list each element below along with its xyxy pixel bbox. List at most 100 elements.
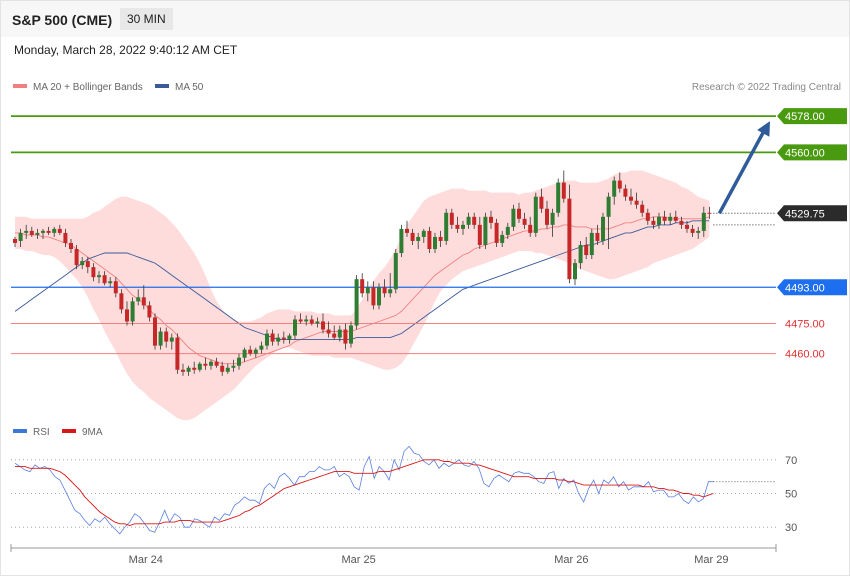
candle-82 — [472, 212, 477, 229]
candle-22 — [136, 289, 141, 306]
candle-body-43 — [253, 349, 258, 354]
candle-body-76 — [438, 236, 443, 241]
candle-body-30 — [181, 369, 185, 372]
candle-body-41 — [242, 349, 247, 358]
candle-body-4 — [35, 232, 40, 235]
candle-96 — [550, 208, 555, 237]
candle-20 — [125, 301, 129, 326]
candle-45 — [265, 329, 269, 350]
candle-body-24 — [147, 305, 152, 318]
candle-112 — [640, 200, 645, 217]
candle-body-109 — [623, 188, 628, 197]
candle-58 — [337, 325, 342, 342]
target-arrow-shaft — [717, 128, 767, 215]
x-tick-label-1: Mar 25 — [341, 554, 375, 566]
ma50-legend-swatch — [155, 84, 169, 88]
candle-body-75 — [433, 236, 437, 250]
candle-39 — [231, 359, 236, 372]
candle-66 — [382, 279, 387, 298]
candles — [13, 170, 712, 376]
candle-110 — [629, 188, 633, 205]
candle-body-37 — [220, 365, 225, 372]
candle-body-36 — [214, 361, 219, 366]
candle-38 — [225, 363, 230, 374]
candle-14 — [91, 263, 96, 282]
candle-102 — [584, 236, 589, 260]
candle-18 — [113, 277, 118, 298]
candle-body-122 — [696, 230, 701, 233]
candle-5 — [41, 228, 45, 239]
candle-body-8 — [57, 228, 62, 233]
candle-16 — [102, 271, 107, 286]
candle-108 — [617, 172, 622, 193]
candle-body-110 — [629, 196, 633, 201]
target-arrow-head — [757, 121, 770, 137]
candle-36 — [214, 357, 219, 368]
candle-25 — [153, 313, 157, 350]
candle-body-65 — [377, 287, 381, 306]
candle-body-94 — [539, 196, 544, 209]
candle-27 — [164, 327, 169, 348]
candle-body-78 — [449, 212, 454, 225]
candle-body-90 — [517, 208, 521, 219]
candle-115 — [657, 212, 661, 229]
candle-48 — [281, 331, 286, 344]
rsi-pane: 70 50 30 — [11, 445, 797, 535]
rsi-legend-swatch — [13, 429, 27, 433]
candle-body-21 — [130, 301, 135, 322]
candle-body-22 — [136, 297, 141, 302]
candle-body-123 — [701, 212, 706, 231]
candle-body-25 — [153, 317, 157, 346]
candle-68 — [393, 249, 398, 294]
candle-114 — [651, 216, 656, 229]
candle-31 — [186, 365, 191, 376]
candle-body-99 — [567, 198, 572, 280]
candle-body-116 — [662, 216, 667, 221]
candle-body-46 — [270, 333, 275, 342]
candle-body-53 — [309, 319, 314, 324]
candle-37 — [220, 361, 225, 376]
timeframe-badge[interactable]: 30 MIN — [120, 8, 173, 30]
candle-97 — [556, 178, 561, 217]
candle-3 — [29, 226, 34, 237]
candle-75 — [433, 232, 437, 254]
candle-89 — [511, 204, 516, 231]
ma9-legend-label: 9MA — [82, 427, 103, 438]
candle-body-101 — [578, 244, 583, 264]
candle-71 — [410, 228, 415, 245]
candle-8 — [57, 224, 62, 235]
candle-body-47 — [276, 337, 281, 342]
candle-44 — [259, 341, 264, 354]
candle-body-34 — [203, 363, 208, 366]
candle-34 — [203, 357, 208, 370]
candle-body-103 — [589, 232, 594, 256]
candle-body-111 — [634, 200, 639, 205]
candle-4 — [35, 228, 40, 239]
candle-84 — [483, 212, 488, 250]
candle-123 — [701, 206, 706, 237]
candle-body-3 — [29, 230, 34, 235]
candle-body-32 — [192, 367, 197, 370]
candle-117 — [668, 212, 673, 225]
candle-body-72 — [416, 236, 421, 241]
candle-85 — [489, 210, 493, 229]
candle-body-67 — [388, 289, 393, 294]
ma9-legend-swatch — [62, 429, 76, 433]
candle-body-5 — [41, 230, 45, 233]
candle-body-52 — [304, 319, 309, 322]
candle-81 — [466, 212, 471, 229]
candle-10 — [69, 238, 73, 254]
candle-55 — [321, 313, 325, 334]
candle-54 — [315, 317, 320, 328]
ma50-legend-label: MA 50 — [175, 82, 204, 93]
level-tag-1 — [777, 144, 847, 161]
target-arrow — [717, 121, 770, 215]
candle-15 — [97, 271, 101, 284]
candle-43 — [253, 347, 258, 358]
candle-body-26 — [158, 331, 163, 346]
rsi-tick-50: 50 — [785, 489, 797, 501]
level-tag-0 — [777, 108, 847, 125]
candle-52 — [304, 315, 309, 326]
candle-1 — [18, 228, 23, 247]
candle-106 — [606, 192, 611, 250]
